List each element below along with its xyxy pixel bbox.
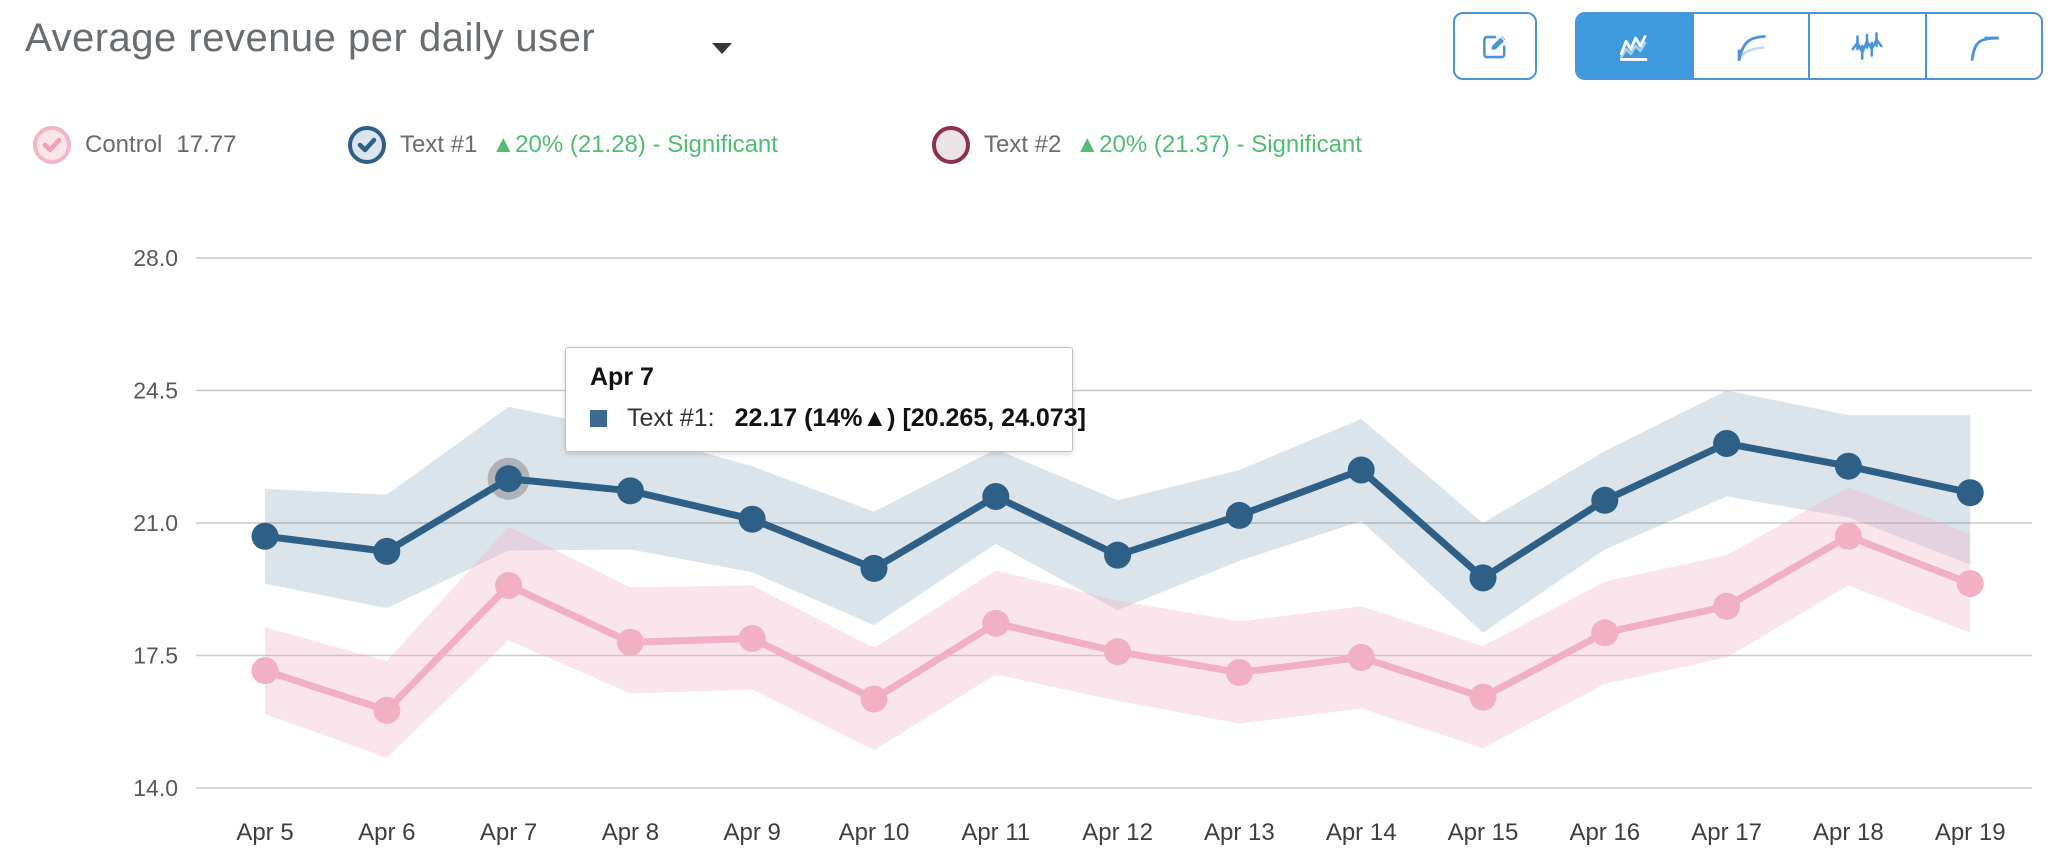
- confidence-band-control: [265, 487, 1971, 758]
- x-axis-tick: Apr 5: [236, 819, 293, 846]
- x-axis-tick: Apr 8: [602, 819, 659, 846]
- data-point-control[interactable]: [1469, 683, 1497, 711]
- data-point-control[interactable]: [1347, 643, 1375, 671]
- x-axis-tick: Apr 6: [358, 819, 415, 846]
- data-point-control[interactable]: [616, 628, 644, 656]
- data-point-text-1[interactable]: [373, 537, 401, 565]
- edit-pencil-icon: [1478, 29, 1512, 63]
- data-point-text-1[interactable]: [1469, 564, 1497, 592]
- data-point-text-1[interactable]: [982, 483, 1010, 510]
- x-axis-tick: Apr 16: [1569, 819, 1640, 846]
- data-point-control[interactable]: [373, 696, 401, 724]
- data-point-text-1[interactable]: [1104, 541, 1132, 569]
- tooltip-series-label: Text #1:: [627, 404, 715, 432]
- page-title: Average revenue per daily user: [25, 16, 596, 60]
- data-point-text-1[interactable]: [860, 554, 888, 582]
- x-axis-tick: Apr 10: [839, 819, 910, 846]
- x-axis-tick: Apr 18: [1813, 819, 1884, 846]
- data-point-text-1[interactable]: [1834, 452, 1862, 480]
- legend-item-control[interactable]: Control 17.77: [33, 122, 236, 168]
- data-point-control[interactable]: [1104, 638, 1132, 666]
- legend-label: Text #1: [400, 131, 478, 158]
- x-axis-tick: Apr 7: [480, 819, 537, 846]
- y-axis-tick: 24.5: [133, 378, 178, 404]
- data-point-text-1[interactable]: [1713, 430, 1741, 457]
- text-2-checkbox-icon[interactable]: [932, 126, 970, 164]
- data-point-control[interactable]: [1225, 659, 1253, 687]
- data-point-text-1[interactable]: [738, 505, 766, 533]
- data-point-text-1[interactable]: [1591, 486, 1619, 514]
- y-axis-tick: 14.0: [133, 775, 178, 801]
- x-axis-tick: Apr 11: [961, 819, 1030, 846]
- data-point-control[interactable]: [1591, 619, 1619, 647]
- data-point-control[interactable]: [982, 609, 1010, 637]
- text-1-checkbox-icon[interactable]: [348, 126, 386, 164]
- x-axis-tick: Apr 13: [1204, 819, 1275, 846]
- chart-type-cumulative[interactable]: [1691, 14, 1808, 78]
- caret-down-icon[interactable]: [712, 43, 732, 54]
- y-axis-tick: 21.0: [133, 510, 178, 536]
- legend-value: 17.77: [176, 131, 237, 158]
- y-axis-tick: 17.5: [133, 643, 178, 669]
- chart-type-smooth-curve[interactable]: [1924, 14, 2041, 78]
- x-axis-tick: Apr 19: [1935, 819, 2006, 846]
- x-axis-tick: Apr 17: [1691, 819, 1762, 846]
- legend-label: Text #2: [984, 131, 1062, 158]
- data-point-text-1[interactable]: [1225, 501, 1253, 529]
- x-axis-tick: Apr 9: [724, 819, 781, 846]
- data-point-control[interactable]: [860, 685, 888, 713]
- cumulative-chart-icon: [1732, 27, 1770, 65]
- tooltip-value: 22.17 (14%▲) [20.265, 24.073]: [734, 404, 1086, 432]
- data-point-control[interactable]: [1713, 592, 1741, 620]
- data-point-control[interactable]: [1834, 522, 1862, 550]
- x-axis-tick: Apr 14: [1326, 819, 1397, 846]
- legend-label: Control: [85, 131, 163, 158]
- chart-type-selector: [1575, 12, 2043, 80]
- tooltip-date: Apr 7: [590, 363, 654, 391]
- legend-delta-text: ▲20% (21.28) - Significant: [491, 131, 778, 158]
- smooth-curve-chart-icon: [1965, 27, 2003, 65]
- edit-button[interactable]: [1453, 12, 1537, 80]
- chart-type-daily-line[interactable]: [1577, 14, 1692, 78]
- error-bars-chart-icon: [1848, 27, 1886, 65]
- data-point-text-1[interactable]: [616, 477, 644, 505]
- legend-delta-text: ▲20% (21.37) - Significant: [1075, 131, 1362, 158]
- y-axis-tick: 28.0: [133, 245, 178, 271]
- control-checkbox-icon[interactable]: [33, 126, 71, 164]
- x-axis-tick: Apr 12: [1082, 819, 1153, 846]
- chart-type-error-bars[interactable]: [1808, 14, 1925, 78]
- x-axis-tick: Apr 15: [1448, 819, 1519, 846]
- data-point-text-1[interactable]: [1347, 456, 1375, 484]
- data-point-text-1[interactable]: [1956, 479, 1984, 507]
- legend-item-text-1[interactable]: Text #1 ▲20% (21.28) - Significant: [348, 122, 778, 168]
- legend-item-text-2[interactable]: Text #2 ▲20% (21.37) - Significant: [932, 122, 1362, 168]
- data-point-text-1[interactable]: [251, 522, 279, 550]
- data-point-text-1[interactable]: [495, 465, 523, 493]
- chart-tooltip: Apr 7 Text #1: 22.17 (14%▲) [20.265, 24.…: [565, 347, 1086, 452]
- data-point-control[interactable]: [1956, 570, 1984, 598]
- data-point-control[interactable]: [738, 624, 766, 652]
- data-point-control[interactable]: [251, 657, 279, 685]
- series-marker-icon: [590, 410, 607, 427]
- data-point-control[interactable]: [495, 571, 523, 599]
- daily-line-chart-icon: [1615, 27, 1653, 65]
